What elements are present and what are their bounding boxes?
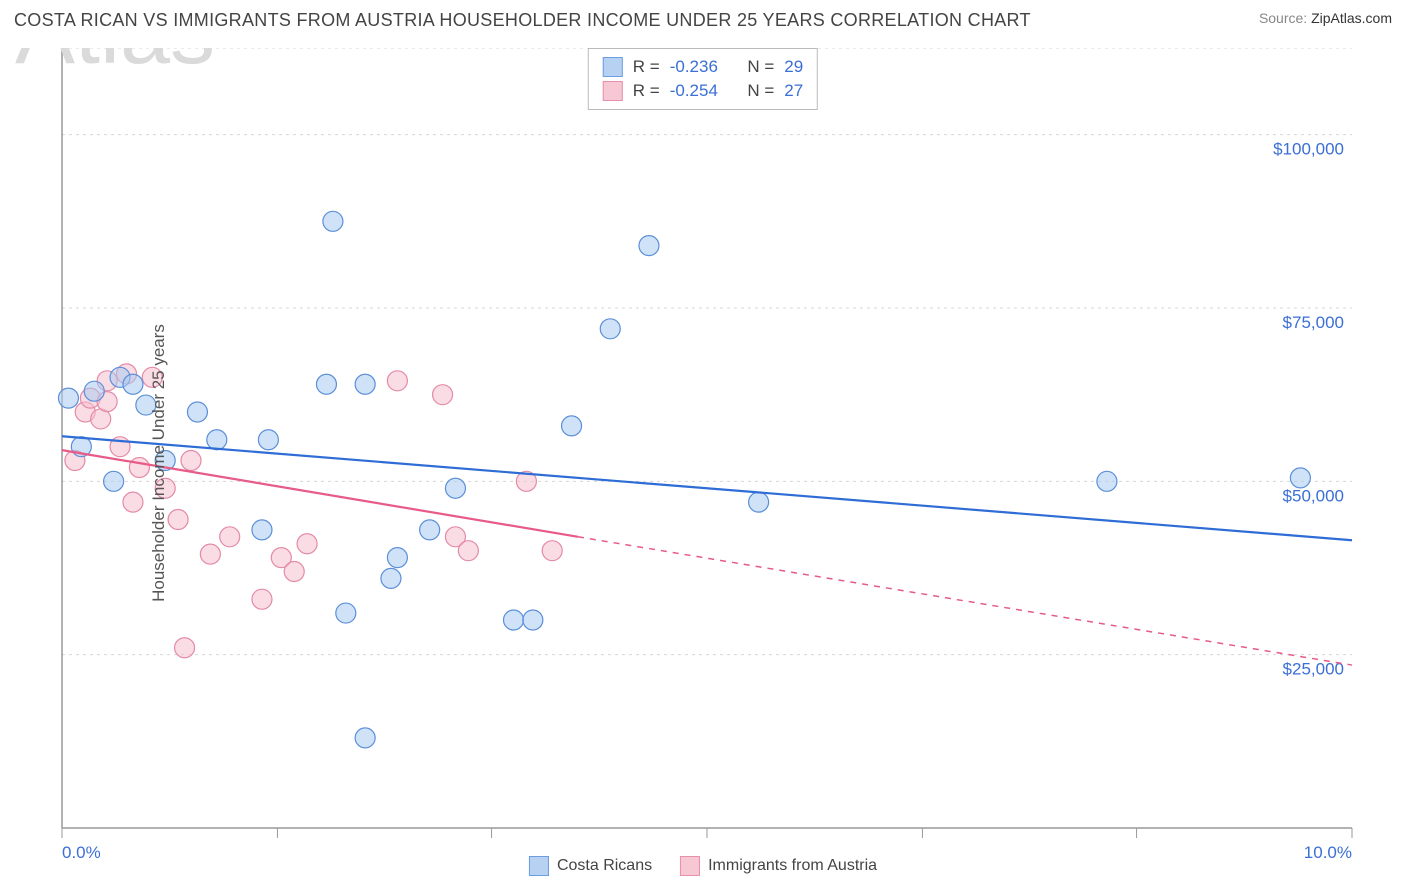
swatch-series1 (603, 57, 623, 77)
r-value-series1: -0.236 (670, 57, 718, 77)
scatter-point-blue (504, 610, 524, 630)
svg-text:$75,000: $75,000 (1283, 313, 1344, 332)
scatter-point-pink (433, 385, 453, 405)
scatter-point-pink (168, 509, 188, 529)
svg-text:0.0%: 0.0% (62, 843, 101, 862)
scatter-point-pink (297, 534, 317, 554)
scatter-point-blue (84, 381, 104, 401)
scatter-point-blue (316, 374, 336, 394)
y-axis-title: Householder Income Under 25 years (149, 324, 169, 602)
svg-text:$50,000: $50,000 (1283, 486, 1344, 505)
scatter-point-blue (749, 492, 769, 512)
scatter-point-pink (252, 589, 272, 609)
scatter-point-blue (323, 211, 343, 231)
legend-item-series2: Immigrants from Austria (680, 856, 877, 876)
trendline-pink (62, 450, 578, 537)
swatch-series2 (603, 81, 623, 101)
watermark-zip: ZIP (14, 48, 15, 83)
trendline-pink-extrapolated (578, 537, 1352, 665)
r-label: R = (633, 81, 660, 101)
scatter-point-blue (523, 610, 543, 630)
scatter-point-pink (181, 451, 201, 471)
watermark-atlas: Atlas (15, 48, 215, 83)
scatter-point-pink (458, 541, 478, 561)
scatter-point-blue (381, 568, 401, 588)
legend-label-series1: Costa Ricans (557, 857, 652, 875)
legend-item-series1: Costa Ricans (529, 856, 652, 876)
chart-area: Householder Income Under 25 years $25,00… (14, 48, 1392, 878)
scatter-point-blue (355, 728, 375, 748)
scatter-point-blue (58, 388, 78, 408)
scatter-point-pink (542, 541, 562, 561)
scatter-point-blue (1097, 471, 1117, 491)
n-label: N = (747, 81, 774, 101)
chart-title: COSTA RICAN VS IMMIGRANTS FROM AUSTRIA H… (14, 10, 1031, 31)
legend-bottom: Costa Ricans Immigrants from Austria (529, 856, 877, 876)
scatter-point-blue (258, 430, 278, 450)
scatter-point-blue (420, 520, 440, 540)
scatter-point-blue (123, 374, 143, 394)
scatter-point-pink (284, 561, 304, 581)
scatter-point-blue (336, 603, 356, 623)
n-value-series2: 27 (784, 81, 803, 101)
scatter-point-blue (104, 471, 124, 491)
correlation-stats-box: R = -0.236 N = 29 R = -0.254 N = 27 (588, 48, 818, 110)
svg-text:$100,000: $100,000 (1273, 140, 1344, 159)
scatter-point-pink (175, 638, 195, 658)
scatter-point-pink (200, 544, 220, 564)
r-value-series2: -0.254 (670, 81, 718, 101)
r-label: R = (633, 57, 660, 77)
source-attribution: Source: ZipAtlas.com (1259, 10, 1392, 26)
svg-text:10.0%: 10.0% (1304, 843, 1352, 862)
n-value-series1: 29 (784, 57, 803, 77)
svg-text:$25,000: $25,000 (1283, 660, 1344, 679)
scatter-point-blue (445, 478, 465, 498)
scatter-point-blue (1290, 468, 1310, 488)
scatter-point-blue (562, 416, 582, 436)
scatter-point-blue (639, 236, 659, 256)
scatter-point-pink (123, 492, 143, 512)
scatter-point-blue (355, 374, 375, 394)
scatter-point-blue (207, 430, 227, 450)
stats-row-series2: R = -0.254 N = 27 (603, 79, 803, 103)
scatter-point-blue (187, 402, 207, 422)
chart-header: COSTA RICAN VS IMMIGRANTS FROM AUSTRIA H… (0, 0, 1406, 37)
source-label: Source: (1259, 10, 1311, 26)
scatter-point-pink (129, 457, 149, 477)
scatter-point-pink (387, 371, 407, 391)
scatter-point-blue (252, 520, 272, 540)
scatter-point-blue (600, 319, 620, 339)
scatter-point-pink (220, 527, 240, 547)
watermark: ZIPAtlas (14, 48, 215, 83)
stats-row-series1: R = -0.236 N = 29 (603, 55, 803, 79)
n-label: N = (747, 57, 774, 77)
swatch-series2 (680, 856, 700, 876)
legend-label-series2: Immigrants from Austria (708, 857, 877, 875)
scatter-point-blue (387, 548, 407, 568)
source-site: ZipAtlas.com (1311, 10, 1392, 26)
scatter-chart: $25,000 $50,000 $75,000 $100,000 0.0% 10.0% Z… (14, 48, 1392, 878)
swatch-series1 (529, 856, 549, 876)
